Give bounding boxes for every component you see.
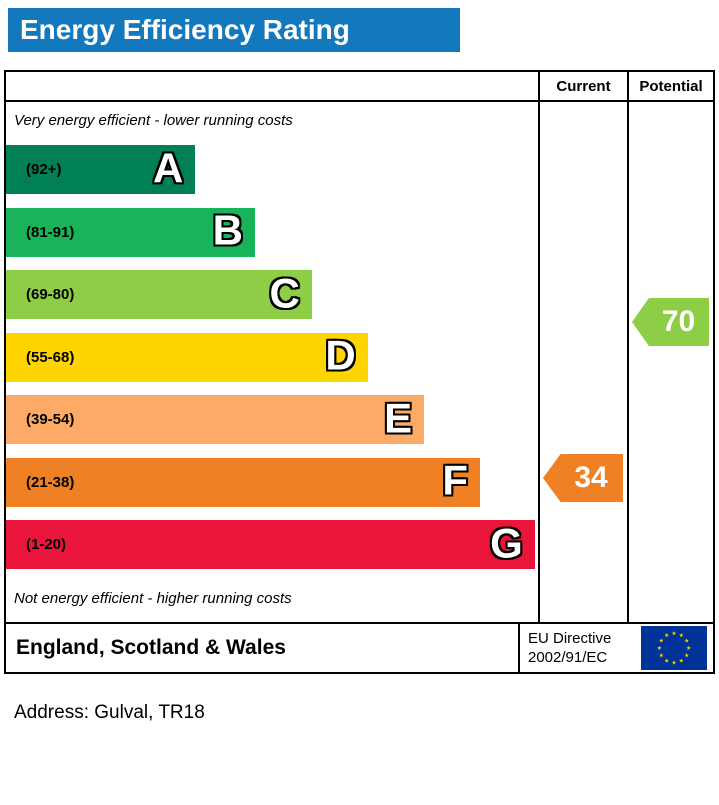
band-range: (92+) <box>26 161 62 178</box>
band-letter: E <box>384 394 413 442</box>
band-B: (81-91) B <box>6 206 255 257</box>
region-label: England, Scotland & Wales <box>6 624 520 672</box>
column-header-current: Current <box>538 72 627 102</box>
potential-indicator: 70 <box>632 298 709 346</box>
current-column: 34 <box>538 102 627 622</box>
band-F: (21-38) F <box>6 456 480 507</box>
band-letter: G <box>490 519 523 567</box>
address-label: Address: Gulval, TR18 <box>14 702 205 723</box>
band-range: (55-68) <box>26 348 75 366</box>
epc-grid: Current Potential Very energy efficient … <box>6 72 713 622</box>
band-letter: D <box>325 331 356 379</box>
top-note: Very energy efficient - lower running co… <box>14 112 293 129</box>
potential-value: 70 <box>661 305 696 338</box>
band-range: (69-80) <box>26 286 75 303</box>
current-indicator: 34 <box>543 454 623 502</box>
potential-column: 70 <box>627 102 713 622</box>
eu-flag-icon <box>641 626 707 670</box>
band-E: (39-54) E <box>6 394 425 444</box>
directive-area: EU Directive 2002/91/EC <box>520 624 713 672</box>
band-C: (69-80) C <box>6 270 312 319</box>
band-range: (81-91) <box>26 223 75 241</box>
column-header-potential: Potential <box>627 72 713 102</box>
band-letter: A <box>153 144 184 192</box>
band-range: (1-20) <box>26 536 67 553</box>
band-A: (92+) A <box>6 144 196 194</box>
eu-directive-label: EU Directive 2002/91/EC <box>528 629 633 668</box>
epc-band-area: Very energy efficient - lower running co… <box>6 102 538 622</box>
page-title: Energy Efficiency Rating <box>8 8 460 52</box>
directive-line2: 2002/91/EC <box>528 649 608 666</box>
epc-footer: England, Scotland & Wales EU Directive 2… <box>6 622 713 672</box>
band-G: (1-20) G <box>6 520 535 569</box>
band-range: (39-54) <box>26 411 75 428</box>
epc-chart: Current Potential Very energy efficient … <box>4 70 715 674</box>
header-spacer <box>6 72 538 102</box>
band-letter: C <box>269 269 300 317</box>
current-value: 34 <box>574 461 608 494</box>
band-letter: F <box>442 456 468 504</box>
bottom-note: Not energy efficient - higher running co… <box>14 590 292 607</box>
directive-line1: EU Directive <box>528 629 612 647</box>
band-D: (55-68) D <box>6 331 368 382</box>
band-range: (21-38) <box>26 473 75 491</box>
band-letter: B <box>212 206 243 254</box>
